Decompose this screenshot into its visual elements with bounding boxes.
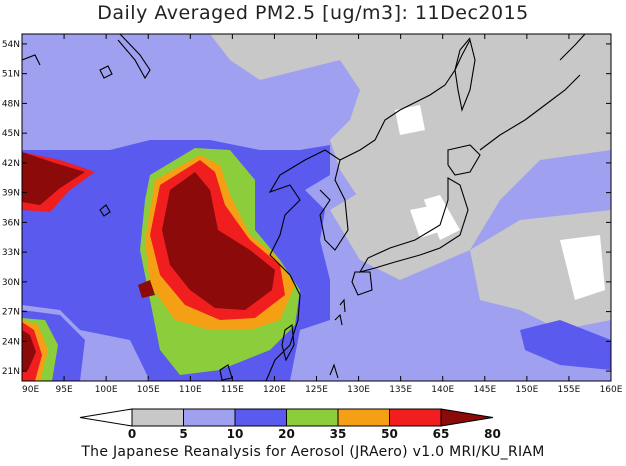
lat-tick-label: 21N xyxy=(2,367,20,377)
concentration-field xyxy=(22,34,611,381)
colorbar-level-label: 80 xyxy=(484,427,501,441)
lat-tick-label: 39N xyxy=(2,189,20,199)
lat-tick-label: 30N xyxy=(2,278,20,288)
colorbar-level-label: 5 xyxy=(179,427,187,441)
level-0-5-region-pacific-patch xyxy=(560,235,605,300)
lon-tick-label: 100E xyxy=(95,385,118,395)
lon-tick-label: 130E xyxy=(347,385,370,395)
colorbar-segment xyxy=(131,408,184,427)
longitude-axis: 90E 95E 100E 105E 110E 115E 120E 125E 130E 135E 14… xyxy=(21,34,623,395)
mongolia-lake xyxy=(99,65,113,79)
kuril-islands xyxy=(479,74,581,151)
colorbar-segment xyxy=(389,408,442,427)
hokkaido-coastline xyxy=(447,144,481,176)
colorbar-segment xyxy=(337,408,390,427)
lon-tick-label: 110E xyxy=(179,385,202,395)
colorbar-segment xyxy=(183,408,236,427)
lon-tick-label: 105E xyxy=(137,385,160,395)
lat-tick-label: 51N xyxy=(2,70,20,80)
level-80-plus-region-central xyxy=(162,172,275,310)
kamchatka-coastline xyxy=(559,34,586,61)
colorbar-level-label: 0 xyxy=(128,427,136,441)
china-korea-coastline xyxy=(265,149,349,381)
lat-tick-label: 48N xyxy=(2,99,20,109)
lon-tick-label: 115E xyxy=(221,385,244,395)
colorbar-level-label: 35 xyxy=(330,427,347,441)
lon-tick-label: 120E xyxy=(263,385,286,395)
colorbar-level-label: 50 xyxy=(381,427,398,441)
russia-coastline xyxy=(339,37,471,161)
lat-tick-label: 24N xyxy=(2,337,20,347)
colorbar-level-label: 65 xyxy=(433,427,450,441)
colorbar-max-arrow xyxy=(440,408,494,427)
level-80-plus-region-sw xyxy=(22,330,36,372)
lon-tick-label: 160E xyxy=(600,385,623,395)
taiwan-coastline xyxy=(281,324,295,362)
lon-tick-label: 155E xyxy=(557,385,580,395)
level-0-5-region-sea-patch xyxy=(410,205,445,238)
lake-baikal xyxy=(117,34,151,80)
lon-tick-label: 140E xyxy=(431,385,454,395)
lon-tick-label: 135E xyxy=(389,385,412,395)
lat-tick-label: 42N xyxy=(2,159,20,169)
level-0-5-region-okhotsk xyxy=(395,105,425,135)
level-80-plus-region-sichuan xyxy=(138,280,155,298)
colorbar-segment xyxy=(234,408,287,427)
level-80-plus-region-west xyxy=(22,152,85,205)
lake-balkhash xyxy=(22,54,41,66)
okinawa-islands xyxy=(334,313,343,326)
level-20-35-region-east xyxy=(520,320,611,370)
kyushu-coastline xyxy=(351,271,373,296)
colorbar-segment xyxy=(286,408,339,427)
colorbar-level-label: 10 xyxy=(227,427,244,441)
honshu-coastline xyxy=(358,177,469,273)
colorbar: 0 5 10 20 35 50 65 80 xyxy=(79,408,501,441)
lat-tick-label: 27N xyxy=(2,308,20,318)
sakhalin-coastline xyxy=(454,38,476,112)
lat-tick-label: 36N xyxy=(2,218,20,228)
colorbar-min-arrow xyxy=(79,408,133,427)
footer-credit: The Japanese Reanalysis for Aerosol (JRA… xyxy=(81,444,545,460)
qinghai-lake xyxy=(99,204,111,217)
coastlines xyxy=(22,34,586,381)
lon-tick-label: 95E xyxy=(56,385,73,395)
lat-tick-label: 45N xyxy=(2,129,20,139)
lat-tick-label: 33N xyxy=(2,248,20,258)
lat-tick-label: 54N xyxy=(2,40,20,50)
lon-tick-label: 145E xyxy=(473,385,496,395)
tsushima-islands xyxy=(339,298,346,313)
lon-tick-label: 125E xyxy=(305,385,328,395)
lon-tick-label: 90E xyxy=(22,385,39,395)
colorbar-level-label: 20 xyxy=(278,427,295,441)
latitude-axis: 21N 24N 27N 30N 33N 36N 39N 42N 45N 48N 51N 54N xyxy=(2,40,611,377)
level-10-20-region-north xyxy=(60,50,230,120)
map-title: Daily Averaged PM2.5 [ug/m3]: 11Dec2015 xyxy=(97,2,529,24)
level-5-10-region-sea xyxy=(330,180,440,270)
philippines-coastline xyxy=(329,363,339,379)
lon-tick-label: 150E xyxy=(515,385,538,395)
